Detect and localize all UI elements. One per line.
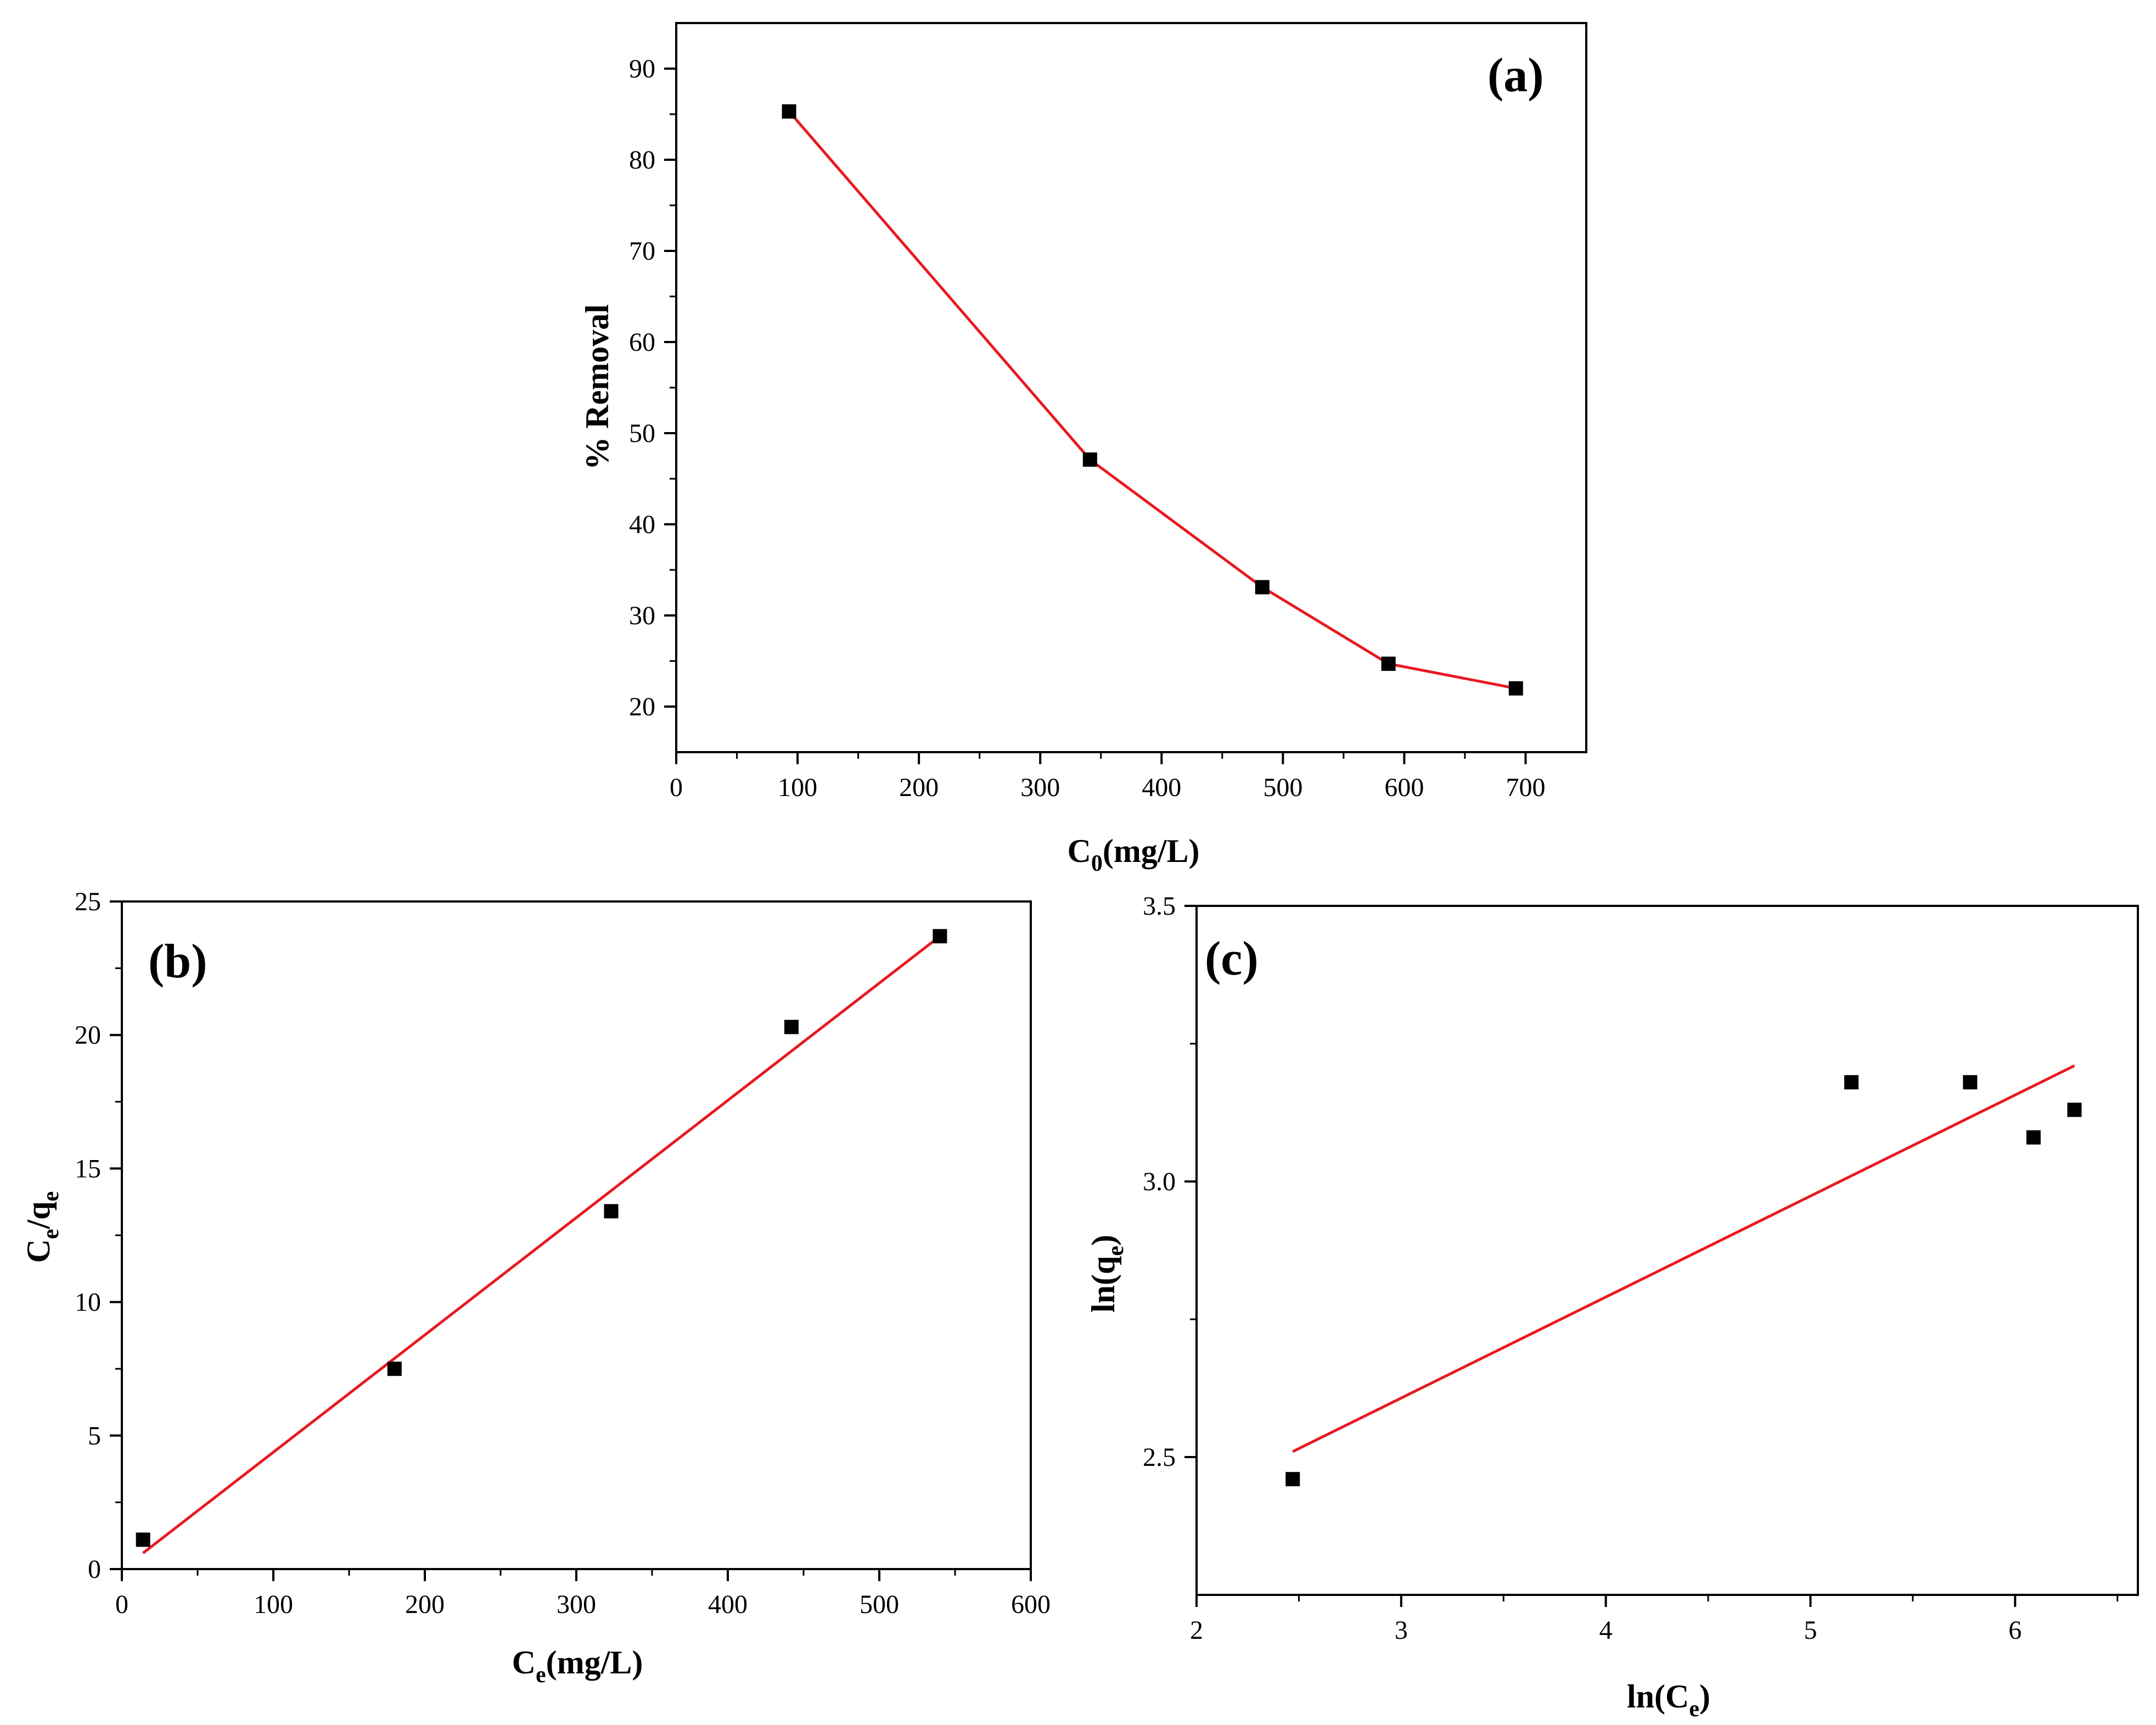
- data-point-marker: [136, 1532, 150, 1547]
- panel-a-x-axis-label: C0(mg/L): [1068, 833, 1200, 876]
- data-point-marker: [2067, 1102, 2082, 1117]
- plot-frame: [1195, 905, 2139, 1596]
- data-point-marker: [604, 1204, 619, 1219]
- y-tick-label: 40: [629, 510, 655, 539]
- panel-c-x-axis-label: ln(Ce): [1627, 1678, 1710, 1722]
- panel-a-y-axis-label: % Removal: [579, 304, 615, 470]
- y-tick-label: 2.5: [1143, 1443, 1176, 1472]
- y-tick-label: 30: [629, 601, 655, 630]
- x-tick-label: 600: [1384, 773, 1424, 802]
- data-point-marker: [387, 1362, 402, 1376]
- x-tick-label: 6: [2008, 1616, 2022, 1645]
- x-tick-label: 500: [1263, 773, 1302, 802]
- chart-panel-a: (a) C0(mg/L) % Removal 0 100 200 300 400 500 6…: [579, 22, 1587, 876]
- x-tick-label: 4: [1599, 1616, 1613, 1645]
- y-tick-label: 0: [88, 1555, 101, 1584]
- data-point-marker: [1082, 452, 1097, 467]
- panel-b-y-axis-label: Ce/qe: [20, 1191, 64, 1263]
- x-tick-label: 100: [778, 773, 817, 802]
- data-point-marker: [1255, 580, 1270, 595]
- data-point-marker: [784, 1020, 799, 1034]
- y-tick-label: 50: [629, 419, 655, 448]
- data-point-marker: [1963, 1075, 1978, 1090]
- x-tick-label: 500: [860, 1590, 899, 1619]
- y-tick-label: 70: [629, 237, 655, 266]
- data-point-marker: [1381, 656, 1396, 671]
- y-tick-label: 80: [629, 145, 655, 175]
- x-tick-label: 400: [1142, 773, 1181, 802]
- x-tick-label: 200: [405, 1590, 445, 1619]
- data-point-marker: [782, 104, 796, 119]
- chart-panel-c: (c) ln(Ce) ln(qe) 2 3 4 5 6 2.5 3.0 3.5: [1085, 892, 2139, 1722]
- x-tick-label: 300: [557, 1590, 596, 1619]
- data-point-marker: [2026, 1130, 2041, 1145]
- x-tick-label: 200: [899, 773, 939, 802]
- y-tick-label: 20: [629, 692, 655, 721]
- data-point-marker: [1844, 1075, 1859, 1090]
- x-tick-label: 5: [1804, 1616, 1817, 1645]
- x-tick-label: 3: [1395, 1616, 1408, 1645]
- y-tick-label: 10: [75, 1288, 101, 1317]
- data-point-marker: [933, 929, 947, 944]
- panel-c-tag: (c): [1205, 932, 1259, 985]
- data-point-marker: [1285, 1472, 1300, 1487]
- y-tick-label: 20: [75, 1021, 101, 1050]
- panel-b-tag: (b): [148, 935, 207, 988]
- x-tick-label: 2: [1190, 1616, 1203, 1645]
- y-tick-label: 60: [629, 328, 655, 357]
- x-tick-label: 0: [115, 1590, 128, 1619]
- x-tick-label: 100: [254, 1590, 293, 1619]
- panel-b-x-axis-label: Ce(mg/L): [512, 1644, 643, 1688]
- chart-panel-b: (b) Ce(mg/L) Ce/qe 0 100 200 300 400 500 600 0 5…: [20, 887, 1051, 1688]
- x-tick-label: 300: [1020, 773, 1060, 802]
- panel-a-tag: (a): [1487, 49, 1544, 102]
- fit-line: [142, 935, 941, 1554]
- fit-line: [1292, 1064, 2075, 1453]
- y-tick-label: 15: [75, 1154, 101, 1183]
- x-tick-label: 0: [670, 773, 683, 802]
- x-tick-label: 700: [1506, 773, 1545, 802]
- y-tick-label: 5: [88, 1421, 101, 1450]
- data-point-marker: [1508, 681, 1523, 696]
- y-tick-label: 3.5: [1143, 892, 1176, 921]
- panel-c-y-axis-label: ln(qe): [1085, 1235, 1128, 1313]
- y-tick-label: 90: [629, 54, 655, 83]
- y-tick-label: 25: [75, 887, 101, 916]
- x-tick-label: 600: [1011, 1590, 1051, 1619]
- x-tick-label: 400: [708, 1590, 748, 1619]
- y-tick-label: 3.0: [1143, 1167, 1176, 1196]
